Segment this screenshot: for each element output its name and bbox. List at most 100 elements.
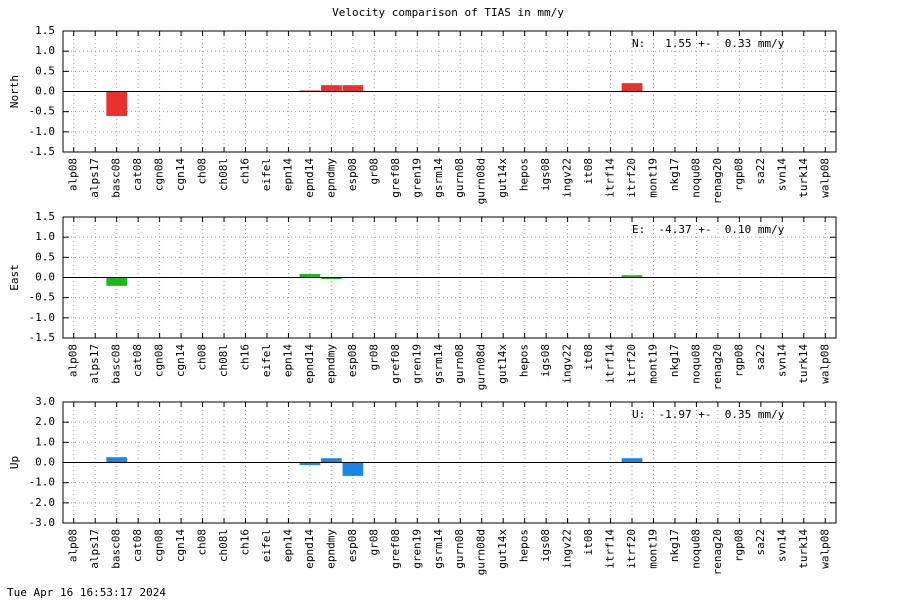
x-tick-label: ch08l [217,529,230,562]
x-tick-label: itrf14 [604,158,617,198]
x-tick-label: epndmy [324,158,337,198]
x-tick-label: gurn08 [453,158,466,198]
chart-title: Velocity comparison of TIAS in mm/y [332,6,564,19]
x-tick-label: it08 [582,529,595,556]
plot-frame [62,30,837,153]
plot-frame [62,401,837,524]
x-tick-label: esp08 [346,344,359,377]
x-tick-label: mont19 [646,529,659,569]
x-tick-label: mont19 [646,158,659,198]
x-tick-label: ch16 [239,344,252,371]
x-tick-label: gref08 [389,529,402,569]
y-tick-label: 1.0 [35,435,55,448]
y-tick-label: 1.5 [35,210,55,223]
y-tick-label: 0.0 [35,85,55,98]
x-tick-label: rgp08 [732,529,745,562]
x-tick-label: gsrm14 [432,529,445,569]
y-tick-label: -1.0 [29,311,56,324]
x-tick-label: gut14x [496,529,509,569]
y-tick-label: 0.5 [35,250,55,263]
x-tick-label: gurn08d [475,158,488,204]
x-tick-label: renag20 [711,344,724,390]
x-tick-label: hepos [518,529,531,562]
bar [321,458,342,463]
x-tick-label: gr08 [367,344,380,371]
x-tick-label: ch08l [217,158,230,191]
y-tick-label: -0.5 [29,291,56,304]
y-axis-label: East [8,264,21,291]
x-tick-label: walp08 [818,158,831,198]
y-tick-label: 0.0 [35,456,55,469]
x-tick-label: walp08 [818,344,831,384]
y-tick-label: 3.0 [35,395,55,408]
x-tick-label: basc08 [110,158,123,198]
x-tick-label: turk14 [797,529,810,569]
x-tick-label: igs08 [539,529,552,562]
x-tick-label: alp08 [67,529,80,562]
x-tick-label: ch08 [196,529,209,556]
x-tick-label: epn14 [281,529,294,562]
x-tick-label: itrf14 [604,344,617,384]
x-tick-label: renag20 [711,529,724,575]
x-tick-label: cgn08 [153,529,166,562]
x-tick-label: svn14 [775,344,788,377]
y-tick-label: -2.0 [29,496,56,509]
x-tick-label: svn14 [775,529,788,562]
x-tick-label: epndmy [324,344,337,384]
annotation: U: -1.97 +- 0.35 mm/y [632,408,785,421]
x-tick-label: noqu08 [689,529,702,569]
y-tick-label: 0.0 [35,271,55,284]
x-tick-label: renag20 [711,158,724,204]
x-tick-label: itrf20 [625,344,638,384]
y-tick-label: 1.0 [35,230,55,243]
x-tick-label: mont19 [646,344,659,384]
x-tick-label: ingv22 [561,529,574,569]
x-tick-label: gut14x [496,158,509,198]
x-tick-label: it08 [582,158,595,185]
bar [106,457,128,463]
y-axis-label: Up [8,456,21,469]
x-tick-label: itrf14 [604,529,617,569]
x-tick-label: gren19 [410,158,423,198]
y-tick-label: -3.0 [29,516,56,529]
y-tick-label: -1.5 [29,145,56,158]
x-tick-label: cat08 [131,158,144,191]
y-tick-label: 1.5 [35,24,55,37]
x-tick-label: hepos [518,158,531,191]
bar [342,85,364,92]
x-tick-label: gsrm14 [432,344,445,384]
x-tick-label: cgn08 [153,344,166,377]
x-tick-label: sa22 [754,158,767,185]
x-tick-label: basc08 [110,529,123,569]
x-tick-label: ingv22 [561,158,574,198]
annotation: E: -4.37 +- 0.10 mm/y [632,223,785,236]
x-tick-label: epnd14 [303,344,316,384]
x-tick-label: alp08 [67,344,80,377]
x-tick-label: alps17 [88,529,101,569]
x-tick-label: epn14 [281,344,294,377]
x-tick-label: rgp08 [732,344,745,377]
x-tick-label: ch16 [239,529,252,556]
y-tick-label: -0.5 [29,105,56,118]
x-tick-label: ch08 [196,344,209,371]
x-tick-label: alps17 [88,158,101,198]
plot-frame [62,216,837,339]
x-tick-label: nkg17 [668,529,681,562]
y-tick-label: 2.0 [35,415,55,428]
x-tick-label: gr08 [367,158,380,185]
x-tick-label: walp08 [818,529,831,569]
x-tick-label: gurn08 [453,344,466,384]
y-tick-label: 1.0 [35,44,55,57]
x-tick-label: noqu08 [689,344,702,384]
x-tick-label: gr08 [367,529,380,556]
x-tick-label: esp08 [346,529,359,562]
x-tick-label: cgn08 [153,158,166,191]
x-tick-label: ingv22 [561,344,574,384]
x-tick-label: cat08 [131,344,144,377]
x-tick-label: igs08 [539,158,552,191]
bar [621,458,643,463]
x-tick-label: eifel [260,344,273,377]
bar [106,277,128,286]
y-tick-label: -1.0 [29,476,56,489]
